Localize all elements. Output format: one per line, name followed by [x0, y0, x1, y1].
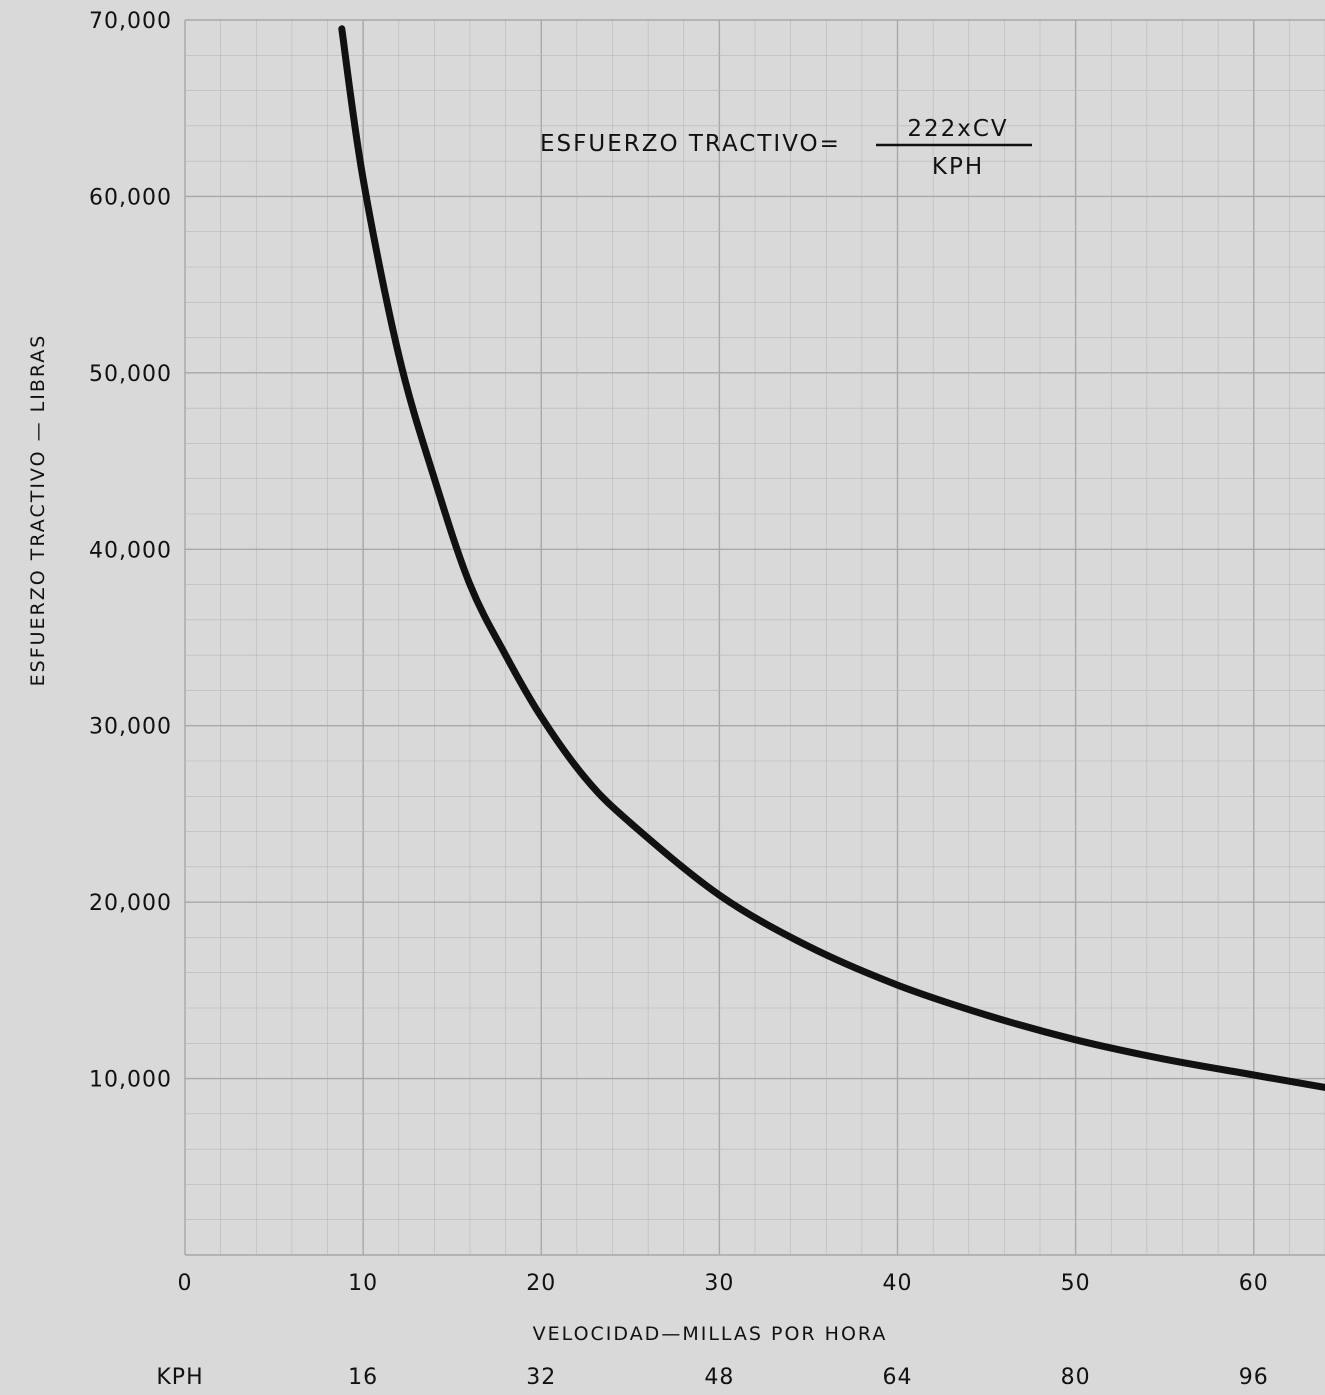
x-tick-labels: 0 10 20 30 40 50 60 — [178, 1271, 1269, 1296]
y-tick-label: 40,000 — [89, 538, 172, 563]
series-line — [338, 25, 1325, 1091]
formula-annotation: ESFUERZO TRACTIVO= 222xCV KPH — [540, 116, 1032, 180]
y-tick-label: 70,000 — [89, 9, 172, 34]
kph-axis-label: KPH — [156, 1365, 203, 1390]
x-tick-label: 40 — [883, 1271, 913, 1296]
y-tick-label: 50,000 — [89, 362, 172, 387]
y-tick-label: 10,000 — [89, 1068, 172, 1093]
formula-numerator: 222xCV — [907, 116, 1008, 142]
y-axis-label: ESFUERZO TRACTIVO — LIBRAS — [27, 334, 49, 687]
x-tick-label: 0 — [178, 1271, 193, 1296]
kph-tick-label: 64 — [883, 1365, 913, 1390]
y-tick-label: 20,000 — [89, 891, 172, 916]
y-tick-label: 60,000 — [89, 185, 172, 210]
x-tick-label: 60 — [1239, 1271, 1269, 1296]
kph-tick-label: 32 — [526, 1365, 556, 1390]
x-tick-label: 20 — [526, 1271, 556, 1296]
x-tick-label: 50 — [1061, 1271, 1091, 1296]
series — [338, 25, 1325, 1091]
kph-tick-label: 16 — [348, 1365, 378, 1390]
kph-tick-label: 48 — [704, 1365, 734, 1390]
kph-axis: KPH 16 32 48 64 80 96 — [156, 1365, 1269, 1390]
formula-prefix: ESFUERZO TRACTIVO= — [540, 131, 841, 157]
y-tick-labels: 10,000 20,000 30,000 40,000 50,000 60,000 70,0… — [89, 9, 172, 1093]
x-tick-label: 10 — [348, 1271, 378, 1296]
kph-tick-label: 96 — [1239, 1365, 1269, 1390]
y-tick-label: 30,000 — [89, 715, 172, 740]
x-axis-label: VELOCIDAD—MILLAS POR HORA — [533, 1323, 888, 1345]
grid — [184, 19, 1325, 1256]
kph-tick-label: 80 — [1061, 1365, 1091, 1390]
x-tick-label: 30 — [704, 1271, 734, 1296]
formula-denominator: KPH — [932, 154, 984, 180]
